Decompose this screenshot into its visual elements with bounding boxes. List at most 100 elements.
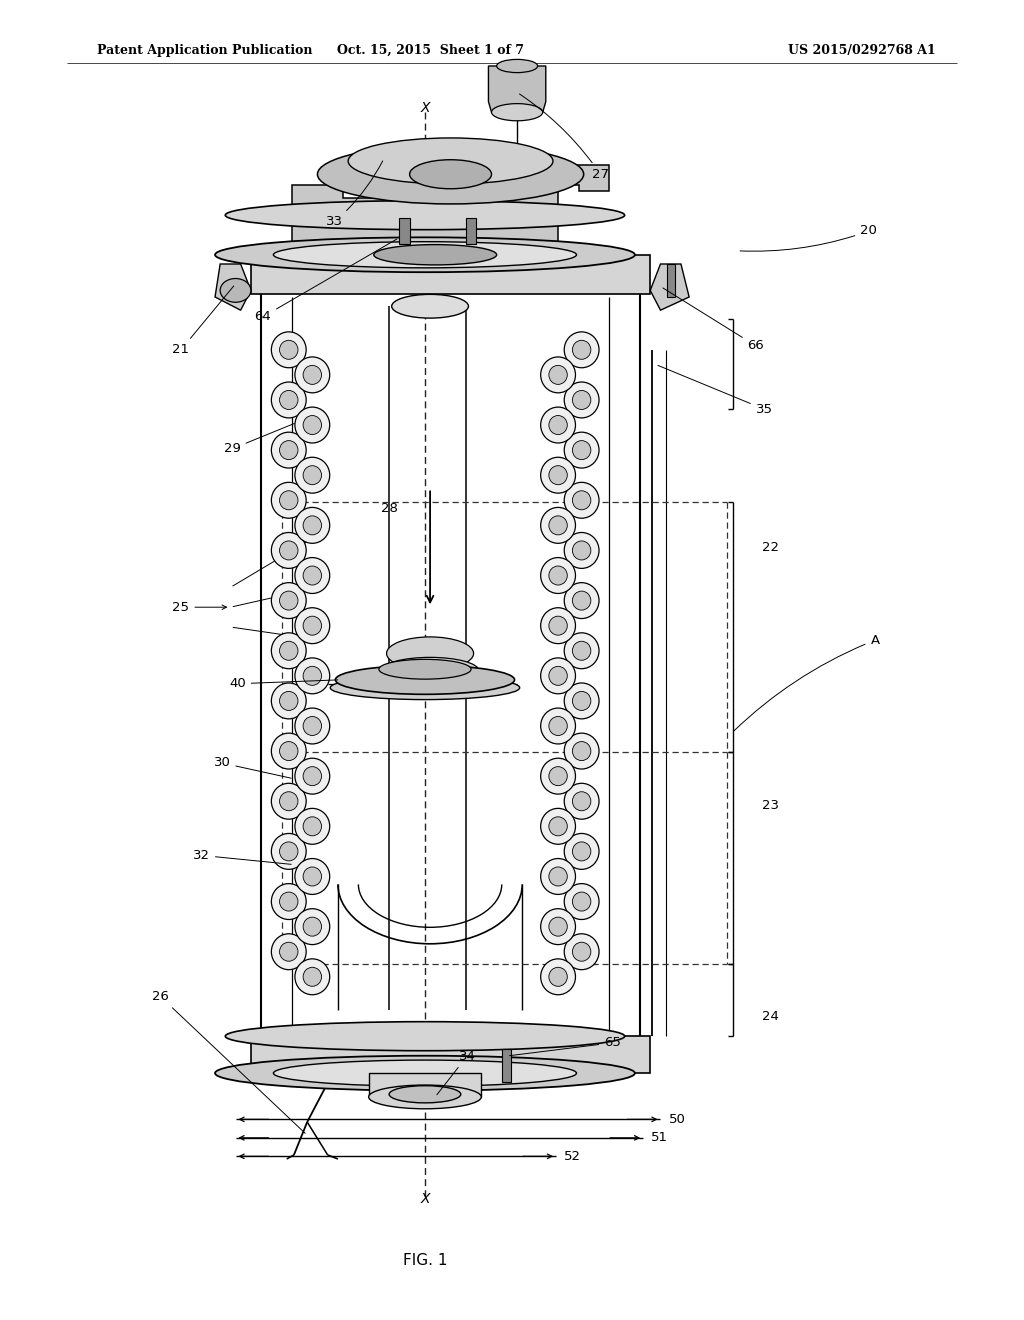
Ellipse shape (273, 242, 577, 268)
Ellipse shape (303, 667, 322, 685)
Text: 33: 33 (326, 161, 383, 228)
Text: 40: 40 (229, 677, 338, 690)
Ellipse shape (280, 591, 298, 610)
Ellipse shape (564, 582, 599, 619)
Ellipse shape (271, 582, 306, 619)
Text: 32: 32 (193, 849, 291, 865)
Ellipse shape (303, 416, 322, 434)
Ellipse shape (564, 883, 599, 920)
Ellipse shape (280, 692, 298, 710)
Ellipse shape (271, 783, 306, 820)
Ellipse shape (369, 1085, 481, 1109)
Ellipse shape (225, 1022, 625, 1051)
Ellipse shape (572, 742, 591, 760)
Ellipse shape (271, 833, 306, 870)
Ellipse shape (572, 692, 591, 710)
Bar (502, 1049, 511, 1082)
Ellipse shape (564, 933, 599, 970)
Bar (251, 1036, 650, 1073)
Bar (251, 255, 650, 294)
Ellipse shape (303, 717, 322, 735)
Ellipse shape (295, 507, 330, 544)
Ellipse shape (541, 407, 575, 444)
Ellipse shape (280, 391, 298, 409)
Polygon shape (488, 66, 546, 112)
Ellipse shape (303, 566, 322, 585)
Ellipse shape (280, 341, 298, 359)
Ellipse shape (549, 667, 567, 685)
Text: 22: 22 (762, 541, 779, 554)
Ellipse shape (271, 331, 306, 368)
Ellipse shape (379, 660, 471, 678)
Ellipse shape (295, 657, 330, 694)
Text: Patent Application Publication: Patent Application Publication (97, 44, 312, 57)
Ellipse shape (541, 356, 575, 393)
Text: 34: 34 (437, 1049, 475, 1094)
Ellipse shape (549, 466, 567, 484)
Ellipse shape (564, 783, 599, 820)
Ellipse shape (572, 541, 591, 560)
Ellipse shape (541, 708, 575, 744)
Text: 35: 35 (658, 366, 773, 416)
Ellipse shape (541, 657, 575, 694)
Polygon shape (215, 264, 251, 310)
Ellipse shape (280, 792, 298, 810)
Text: Oct. 15, 2015  Sheet 1 of 7: Oct. 15, 2015 Sheet 1 of 7 (337, 44, 523, 57)
Ellipse shape (280, 491, 298, 510)
Ellipse shape (564, 632, 599, 669)
Ellipse shape (348, 139, 553, 183)
Ellipse shape (564, 381, 599, 418)
Ellipse shape (295, 758, 330, 795)
Ellipse shape (549, 516, 567, 535)
Ellipse shape (541, 808, 575, 845)
Ellipse shape (541, 758, 575, 795)
Ellipse shape (541, 858, 575, 895)
Ellipse shape (303, 767, 322, 785)
Text: 66: 66 (663, 288, 764, 352)
Ellipse shape (225, 201, 625, 230)
Polygon shape (292, 165, 609, 255)
Ellipse shape (280, 842, 298, 861)
Ellipse shape (280, 642, 298, 660)
Text: X: X (420, 1192, 430, 1205)
Text: 64: 64 (255, 239, 397, 323)
Text: 25: 25 (172, 601, 226, 614)
Text: 20: 20 (740, 224, 877, 251)
Ellipse shape (572, 591, 591, 610)
Ellipse shape (280, 441, 298, 459)
Ellipse shape (572, 341, 591, 359)
Ellipse shape (541, 607, 575, 644)
Ellipse shape (303, 917, 322, 936)
Ellipse shape (273, 1060, 577, 1086)
Ellipse shape (572, 942, 591, 961)
Ellipse shape (572, 441, 591, 459)
Ellipse shape (541, 557, 575, 594)
Ellipse shape (295, 908, 330, 945)
Ellipse shape (564, 331, 599, 368)
Ellipse shape (303, 466, 322, 484)
Ellipse shape (549, 968, 567, 986)
Ellipse shape (280, 742, 298, 760)
Ellipse shape (549, 416, 567, 434)
Ellipse shape (317, 144, 584, 205)
Ellipse shape (564, 532, 599, 569)
Ellipse shape (271, 482, 306, 519)
Ellipse shape (549, 917, 567, 936)
Ellipse shape (572, 391, 591, 409)
Ellipse shape (497, 59, 538, 73)
Ellipse shape (330, 676, 519, 700)
Ellipse shape (271, 682, 306, 719)
Ellipse shape (271, 432, 306, 469)
Ellipse shape (271, 933, 306, 970)
Ellipse shape (280, 942, 298, 961)
Ellipse shape (280, 541, 298, 560)
Ellipse shape (541, 958, 575, 995)
Ellipse shape (295, 557, 330, 594)
Text: 29: 29 (224, 424, 294, 455)
Ellipse shape (572, 491, 591, 510)
Ellipse shape (541, 457, 575, 494)
Bar (399, 218, 410, 244)
Ellipse shape (215, 1056, 635, 1090)
Ellipse shape (389, 1085, 461, 1104)
Ellipse shape (564, 432, 599, 469)
